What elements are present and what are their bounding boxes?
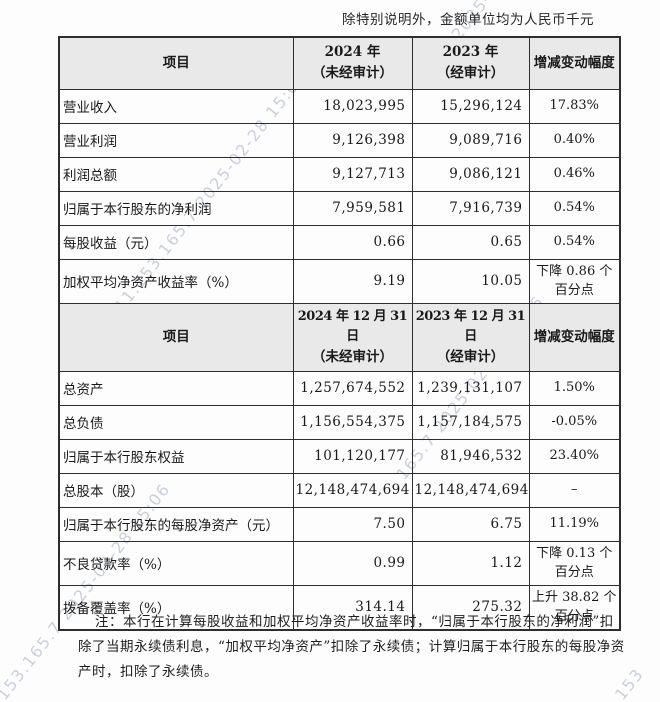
header-item-label: 项目 [58, 36, 294, 90]
table-row: 总负债 1,156,554,375 1,157,184,575 -0.05% [58, 404, 621, 440]
table-row: 总股本（股） 12,148,474,694 12,148,474,694 – [58, 472, 621, 508]
value-2023-cell: 1,239,131,107 [411, 370, 530, 406]
value-2024-cell: 9.19 [292, 258, 413, 304]
table-row: 不良贷款率（%） 0.99 1.12 下降 0.13 个百分点 [58, 540, 621, 586]
row-label-cell: 加权平均净资产收益率（%） [58, 258, 294, 304]
row-label-cell: 每股收益（元） [58, 224, 294, 260]
header-col-change: 增减变动幅度 [528, 36, 621, 90]
header-col-2023-date: 2023 年 12 月 31 日 [415, 308, 526, 344]
value-2024-cell: 7,959,581 [292, 190, 413, 226]
header-col-2023-audit: （经审计） [436, 348, 505, 365]
value-2023-cell: 6.75 [411, 506, 530, 542]
row-label-cell: 总负债 [58, 404, 294, 440]
table-row: 归属于本行股东的每股净资产（元） 7.50 6.75 11.19% [58, 506, 621, 542]
change-cell: -0.05% [528, 404, 621, 440]
footnote-line: 除了当期永续债利息，“加权平均净资产”扣除了永续债；计算归属于本行股东的每股净资 [78, 639, 625, 655]
value-2023-cell: 81,946,532 [411, 438, 530, 474]
value-2024-cell: 101,120,177 [292, 438, 413, 474]
table-row: 每股收益（元） 0.66 0.65 0.54% [58, 224, 621, 260]
value-2024-cell: 18,023,995 [292, 88, 413, 124]
row-label-cell: 归属于本行股东权益 [58, 438, 294, 474]
row-label-cell: 营业收入 [58, 88, 294, 124]
header-col-2024-year: 2024 年 [324, 44, 381, 61]
value-2023-cell: 12,148,474,694 [411, 472, 530, 508]
change-cell: 下降 0.13 个百分点 [528, 540, 621, 586]
table-row: 利润总额 9,127,713 9,086,121 0.46% [58, 156, 621, 192]
change-cell: 上升 38.82 个百分点 [528, 584, 621, 631]
change-cell: 1.50% [528, 370, 621, 406]
value-2023-cell: 7,916,739 [411, 190, 530, 226]
header-item-label: 项目 [58, 302, 294, 372]
footnote-line: 产时，扣除了永续债。 [78, 664, 218, 680]
value-2023-cell: 10.05 [411, 258, 530, 304]
change-cell: – [528, 472, 621, 508]
header-col-2023-year: 2023 年 [442, 44, 499, 61]
income-statement-header-row: 项目 2024 年 （未经审计） 2023 年 （经审计） 增减变动幅度 [58, 36, 621, 90]
change-cell: 11.19% [528, 506, 621, 542]
header-col-2023: 2023 年 12 月 31 日 （经审计） [411, 302, 530, 372]
header-col-2024-audit: （未经审计） [312, 65, 393, 82]
value-2023-cell: 1,157,184,575 [411, 404, 530, 440]
table-row: 归属于本行股东的净利润 7,959,581 7,916,739 0.54% [58, 190, 621, 226]
change-cell: 0.54% [528, 190, 621, 226]
row-label-cell: 总股本（股） [58, 472, 294, 508]
unit-note: 除特别说明外，金额单位均为人民币千元 [342, 12, 594, 28]
header-col-2024: 2024 年 （未经审计） [292, 36, 413, 90]
value-2024-cell: 7.50 [292, 506, 413, 542]
footnote: 注：本行在计算每股收益和加权平均净资产收益率时，“归属于本行股东的净利润”扣 除… [78, 610, 634, 685]
change-cell: 下降 0.86 个百分点 [528, 258, 621, 304]
header-col-2023-audit: （经审计） [436, 65, 505, 82]
row-label-cell: 拨备覆盖率（%） [58, 584, 294, 631]
value-2024-cell: 9,126,398 [292, 122, 413, 158]
value-2023-cell: 9,086,121 [411, 156, 530, 192]
change-cell: 0.54% [528, 224, 621, 260]
value-2023-cell: 15,296,124 [411, 88, 530, 124]
row-label-cell: 归属于本行股东的每股净资产（元） [58, 506, 294, 542]
header-col-2023: 2023 年 （经审计） [411, 36, 530, 90]
table-row: 营业收入 18,023,995 15,296,124 17.83% [58, 88, 621, 124]
row-label-cell: 总资产 [58, 370, 294, 406]
table-row: 营业利润 9,126,398 9,089,716 0.40% [58, 122, 621, 158]
row-label-cell: 营业利润 [58, 122, 294, 158]
row-label-cell: 归属于本行股东的净利润 [58, 190, 294, 226]
header-col-change: 增减变动幅度 [528, 302, 621, 372]
value-2024-cell: 12,148,474,694 [292, 472, 413, 508]
value-2024-cell: 1,156,554,375 [292, 404, 413, 440]
change-cell: 17.83% [528, 88, 621, 124]
financial-summary-table: 项目 2024 年 （未经审计） 2023 年 （经审计） 增减变动幅度 营业收… [58, 36, 621, 631]
value-2023-cell: 0.65 [411, 224, 530, 260]
change-cell: 0.40% [528, 122, 621, 158]
row-label-cell: 利润总额 [58, 156, 294, 192]
value-2023-cell: 1.12 [411, 540, 530, 586]
value-2024-cell: 0.99 [292, 540, 413, 586]
value-2024-cell: 1,257,674,552 [292, 370, 413, 406]
row-label-cell: 不良贷款率（%） [58, 540, 294, 586]
change-cell: 0.46% [528, 156, 621, 192]
table-row: 拨备覆盖率（%） 314.14 275.32 上升 38.82 个百分点 [58, 584, 621, 631]
header-col-2024-audit: （未经审计） [312, 348, 393, 365]
value-2023-cell: 9,089,716 [411, 122, 530, 158]
header-col-2024: 2024 年 12 月 31 日 （未经审计） [292, 302, 413, 372]
change-cell: 23.40% [528, 438, 621, 474]
table-row: 归属于本行股东权益 101,120,177 81,946,532 23.40% [58, 438, 621, 474]
table-row: 加权平均净资产收益率（%） 9.19 10.05 下降 0.86 个百分点 [58, 258, 621, 304]
value-2024-cell: 0.66 [292, 224, 413, 260]
table-row: 总资产 1,257,674,552 1,239,131,107 1.50% [58, 370, 621, 406]
value-2024-cell: 9,127,713 [292, 156, 413, 192]
header-col-2024-date: 2024 年 12 月 31 日 [297, 308, 408, 344]
value-2024-cell: 314.14 [292, 584, 413, 631]
footnote-line: 注：本行在计算每股收益和加权平均净资产收益率时，“归属于本行股东的净利润”扣 [95, 614, 614, 630]
balance-sheet-header-row: 项目 2024 年 12 月 31 日 （未经审计） 2023 年 12 月 3… [58, 302, 621, 372]
